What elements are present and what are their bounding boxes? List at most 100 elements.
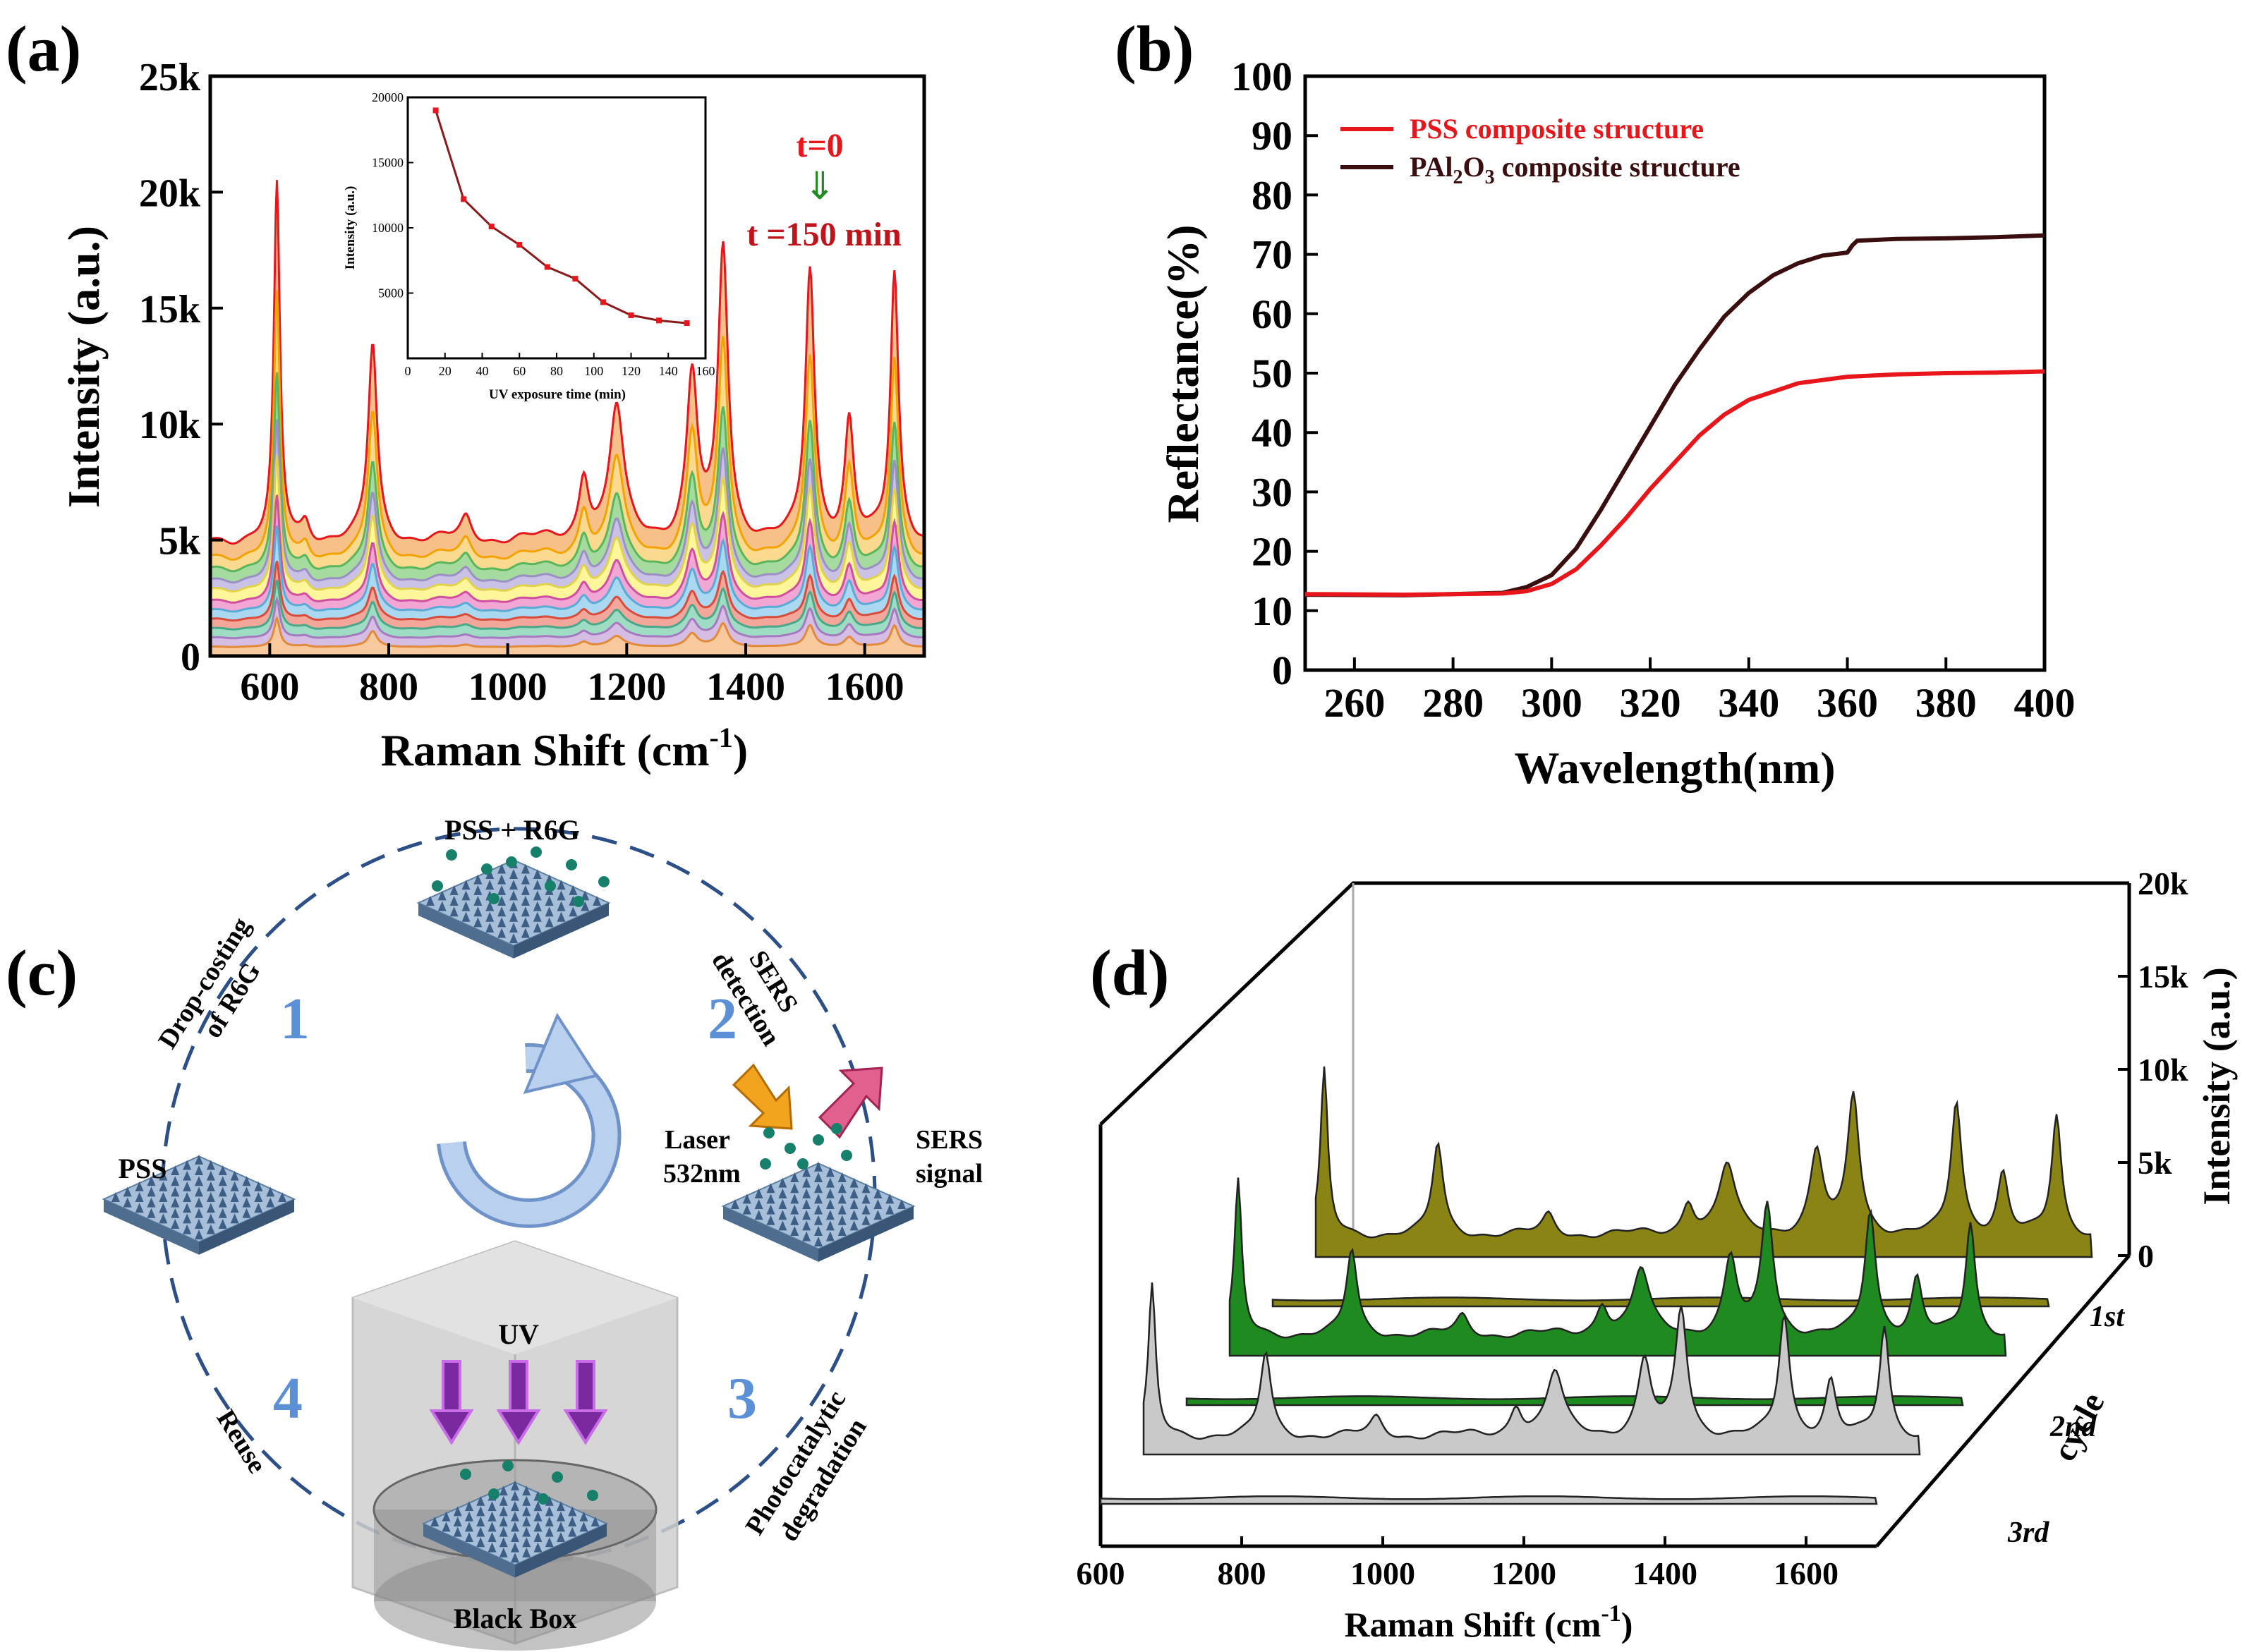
pyramid bbox=[511, 1542, 519, 1553]
molecule bbox=[538, 1493, 549, 1505]
y-tick-label: 15k bbox=[139, 288, 201, 332]
pyramid bbox=[814, 1194, 823, 1204]
label-pss: PSS bbox=[119, 1153, 167, 1184]
pyramid bbox=[485, 869, 495, 880]
pyramid bbox=[461, 911, 471, 922]
pyramid bbox=[511, 1480, 519, 1490]
pyramid bbox=[802, 1220, 811, 1231]
line-PSS-composite-structure bbox=[1304, 369, 2045, 597]
y-tick-label: 10 bbox=[1252, 588, 1292, 634]
panel-a-x-axis-title: Raman Shift (cm-1) bbox=[381, 722, 748, 775]
tile-black-box bbox=[421, 1480, 609, 1578]
inset-ticks: 0 20 40 60 80 100 120 140 160 5000 10000 15000 20000 bbox=[372, 90, 715, 378]
pyramid bbox=[545, 917, 554, 928]
step3-caption: Photocatalytic degradation bbox=[740, 1385, 873, 1546]
y-tick-label: 40 bbox=[1252, 410, 1292, 456]
pyramid bbox=[159, 1192, 168, 1202]
pyramid bbox=[814, 1215, 823, 1225]
pyramid bbox=[465, 1531, 473, 1542]
pyramid bbox=[533, 922, 542, 933]
inset-point bbox=[600, 299, 606, 305]
pyramid bbox=[754, 1199, 763, 1209]
pyramid bbox=[790, 1225, 799, 1236]
pyramid bbox=[135, 1181, 144, 1191]
cycle-label-2nd: 2nd bbox=[2049, 1411, 2097, 1443]
pyramid bbox=[790, 1194, 799, 1204]
panel-d-intensity-ticks: 0 5k 10k 15k 20k bbox=[2118, 866, 2188, 1274]
molecule bbox=[488, 1488, 499, 1500]
pyramid bbox=[533, 1522, 543, 1532]
pyramid bbox=[814, 1225, 823, 1236]
pyramid bbox=[487, 1542, 497, 1553]
pyramid bbox=[230, 1213, 239, 1224]
pyramid bbox=[465, 1511, 473, 1522]
molecule bbox=[545, 880, 556, 892]
pyramid bbox=[568, 1517, 577, 1526]
step-number-4: 4 bbox=[273, 1366, 303, 1431]
pyramid bbox=[453, 1506, 462, 1517]
pyramid bbox=[135, 1192, 144, 1202]
laser-arrow-icon bbox=[732, 1063, 793, 1130]
pyramid bbox=[509, 911, 518, 922]
pyramid bbox=[511, 1490, 519, 1501]
pyramid bbox=[230, 1170, 239, 1181]
down-arrow-icon: ⇓ bbox=[804, 165, 835, 207]
pyramid bbox=[861, 1183, 871, 1194]
panel-a-frame bbox=[208, 74, 926, 658]
pyramid bbox=[497, 906, 507, 917]
panel-label-c: (c) bbox=[6, 937, 78, 1009]
tile-side-right bbox=[199, 1199, 294, 1255]
pyramid bbox=[487, 1511, 497, 1522]
pyramid bbox=[802, 1199, 811, 1209]
label-sers: SERS bbox=[916, 1125, 983, 1155]
y-tick-label: 5k bbox=[159, 520, 201, 564]
panel-c-reuse-cycle-diagram: (c) bbox=[6, 814, 983, 1651]
molecule bbox=[587, 1490, 598, 1501]
pyramid bbox=[254, 1192, 263, 1202]
pyramid bbox=[430, 1517, 440, 1526]
intensity-tick-label: 20k bbox=[2138, 866, 2188, 901]
pyramid bbox=[533, 1542, 543, 1553]
pyramid bbox=[111, 1192, 120, 1202]
pyramid bbox=[461, 901, 471, 911]
intensity-tick-label: 5k bbox=[2138, 1145, 2172, 1181]
inset-x-tick-label: 60 bbox=[513, 364, 526, 378]
inset-x-tick-label: 100 bbox=[584, 364, 603, 378]
pyramid bbox=[873, 1210, 883, 1220]
molecule bbox=[552, 1471, 563, 1483]
pyramid bbox=[206, 1224, 215, 1234]
pyramid bbox=[473, 917, 483, 928]
pyramid bbox=[849, 1177, 859, 1188]
inset-y-axis-title: Intensity (a.u.) bbox=[343, 186, 358, 270]
label-pss-r6g: PSS + R6G bbox=[444, 814, 580, 846]
molecule bbox=[531, 846, 542, 858]
tile-side-left bbox=[104, 1199, 199, 1255]
pyramid bbox=[861, 1204, 871, 1215]
pyramid bbox=[266, 1186, 275, 1197]
pyramid bbox=[218, 1208, 227, 1218]
x-tick-label: 1600 bbox=[825, 665, 904, 709]
inset-point bbox=[461, 196, 467, 202]
pyramid bbox=[497, 863, 507, 874]
molecule bbox=[566, 859, 577, 870]
molecule bbox=[481, 863, 492, 875]
pyramid bbox=[497, 885, 507, 895]
pyramid bbox=[218, 1186, 227, 1197]
pyramid bbox=[123, 1186, 132, 1197]
pyramid bbox=[545, 906, 554, 917]
pyramid bbox=[557, 890, 566, 901]
pyramid bbox=[242, 1208, 251, 1218]
pyramid bbox=[195, 1165, 203, 1176]
molecule bbox=[841, 1150, 852, 1161]
pyramid bbox=[837, 1215, 847, 1225]
uv-arrows bbox=[429, 1360, 608, 1445]
pyramid bbox=[511, 1553, 519, 1563]
pyramid bbox=[766, 1204, 775, 1215]
spectrum-3rd-detection bbox=[1142, 1282, 1921, 1456]
panel-a-x-ticks: 600 800 1000 1200 1400 1600 bbox=[240, 643, 904, 709]
panel-d-x-axis-title: Raman Shift (cm-1) bbox=[1345, 1601, 1633, 1644]
inset-point bbox=[684, 320, 690, 327]
pyramid bbox=[499, 1547, 508, 1557]
pyramid bbox=[230, 1203, 239, 1213]
x-tick-label: 1000 bbox=[468, 665, 547, 709]
